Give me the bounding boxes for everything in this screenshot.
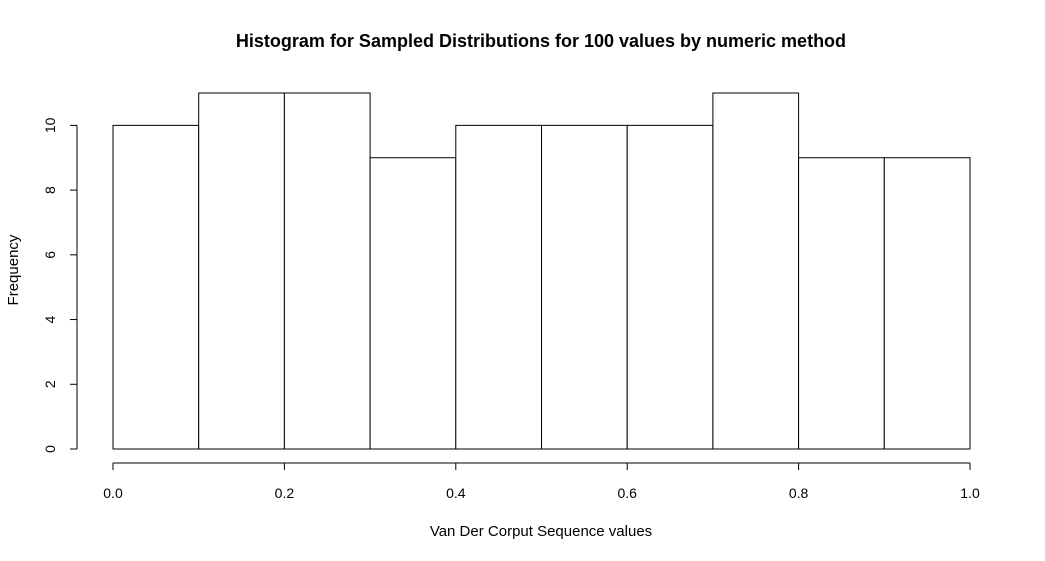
x-axis-label: Van Der Corput Sequence values	[430, 523, 652, 540]
bars-group	[112, 92, 971, 450]
histogram-bar-3	[369, 157, 457, 450]
x-tick-label-1: 0.2	[275, 485, 295, 501]
y-axis: 0 2 4 6 8 10	[42, 117, 78, 453]
y-tick-label-0: 0	[42, 445, 58, 453]
histogram-bar-4	[455, 124, 542, 450]
histogram-bar-1	[198, 92, 285, 450]
chart-title: Histogram for Sampled Distributions for …	[236, 31, 846, 51]
histogram-bar-7	[712, 92, 800, 450]
y-tick-label-5: 10	[42, 117, 58, 133]
y-tick-label-2: 4	[42, 315, 58, 323]
x-tick-label-2: 0.4	[446, 485, 466, 501]
y-axis-label: Frequency	[5, 234, 22, 305]
histogram-bar-9	[883, 157, 971, 450]
x-tick-label-4: 0.8	[789, 485, 809, 501]
histogram-bar-5	[541, 124, 628, 450]
x-tick-label-3: 0.6	[617, 485, 637, 501]
y-tick-label-3: 6	[42, 251, 58, 259]
histogram-bar-8	[798, 157, 885, 450]
histogram-bar-6	[626, 124, 714, 450]
y-tick-label-4: 8	[42, 186, 58, 194]
histogram-bar-0	[112, 124, 200, 450]
x-tick-label-5: 1.0	[960, 485, 980, 501]
y-tick-label-1: 2	[42, 380, 58, 388]
histogram-bar-2	[283, 92, 371, 450]
x-axis: 0.0 0.2 0.4 0.6 0.8 1.0	[103, 462, 980, 501]
x-tick-label-0: 0.0	[103, 485, 123, 501]
